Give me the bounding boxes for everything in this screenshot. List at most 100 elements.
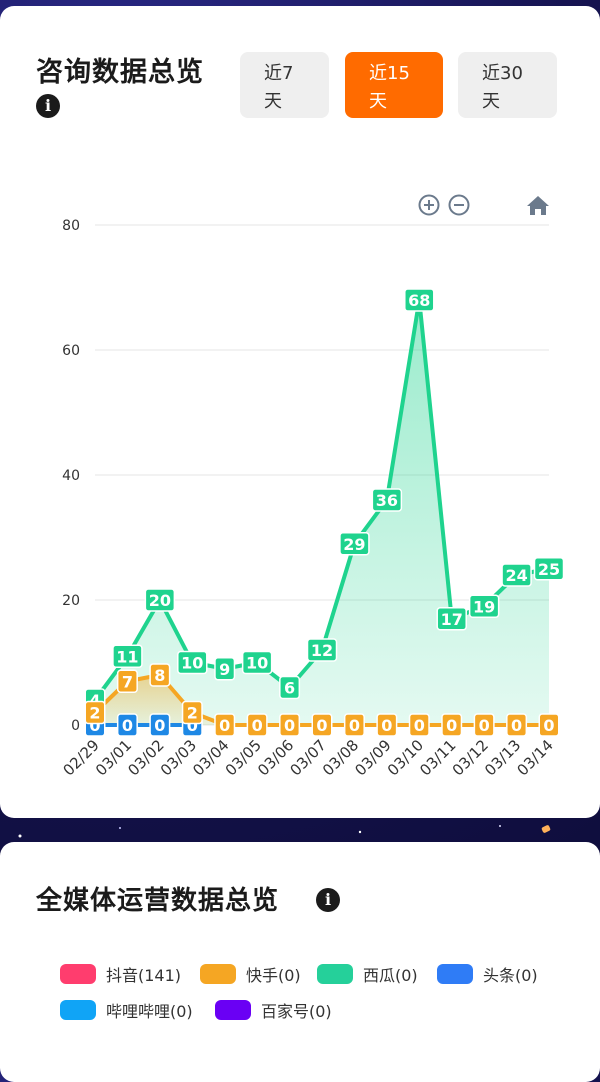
svg-text:0: 0: [219, 716, 230, 735]
zoom-in-icon[interactable]: [418, 194, 440, 216]
data-label-xigua: 10: [241, 650, 273, 675]
x-tick-label: 03/03: [157, 736, 200, 779]
data-label-kuaishou: 0: [506, 713, 528, 737]
x-tick-label: 03/12: [449, 736, 492, 779]
svg-text:4: 4: [89, 691, 100, 710]
svg-text:0: 0: [511, 716, 522, 735]
legend-swatch: [317, 964, 353, 984]
data-label-xigua: 9: [214, 657, 236, 681]
y-tick-label: 60: [62, 343, 80, 359]
svg-text:36: 36: [376, 491, 398, 510]
svg-text:19: 19: [473, 597, 495, 616]
data-label-kuaishou: 0: [311, 713, 333, 737]
svg-text:0: 0: [122, 716, 133, 735]
data-label-xigua: 20: [144, 588, 176, 612]
x-tick-label: 03/13: [481, 736, 524, 779]
svg-text:0: 0: [252, 716, 263, 735]
y-tick-label: 20: [62, 593, 80, 609]
data-label-xigua: 25: [533, 557, 565, 581]
legend-swatch: [200, 964, 236, 984]
data-label-kuaishou: 0: [376, 713, 398, 737]
data-label-kuaishou: 0: [214, 713, 236, 737]
range-30-days-button[interactable]: 近30 天: [458, 52, 557, 118]
svg-text:6: 6: [284, 679, 295, 698]
legend-swatch: [60, 964, 96, 984]
info-icon[interactable]: i: [316, 888, 340, 912]
media-title: 全媒体运营数据总览: [36, 886, 280, 916]
x-tick-label: 02/29: [60, 736, 103, 779]
svg-text:0: 0: [187, 716, 198, 735]
svg-text:29: 29: [343, 535, 365, 554]
data-label-kuaishou: 0: [441, 713, 463, 737]
legend-label: 西瓜(0): [363, 966, 418, 985]
x-tick-label: 03/07: [287, 736, 330, 779]
data-label-xigua: 36: [371, 488, 403, 512]
svg-text:68: 68: [408, 291, 430, 310]
range-7-days-button[interactable]: 近7 天: [240, 52, 329, 118]
data-label-kuaishou: 2: [181, 700, 203, 725]
data-label-xigua: 17: [436, 607, 467, 631]
svg-text:9: 9: [219, 660, 230, 679]
legend-label: 哔哩哔哩(0): [106, 1002, 193, 1021]
legend-item[interactable]: 快手(0): [200, 962, 301, 986]
data-label-xigua: 10: [177, 650, 208, 675]
data-label-toutiao: 0: [149, 713, 171, 737]
x-tick-label: 03/11: [416, 736, 459, 779]
range-15-days-button[interactable]: 近15 天: [345, 52, 443, 118]
home-icon[interactable]: [527, 196, 549, 215]
media-overview-card: 全媒体运营数据总览 i 抖音(141) 快手(0) 西瓜(0) 头条(0) 哔哩哔哩(0…: [0, 842, 600, 1082]
x-axis: 02/2903/0103/0203/0303/0403/0503/0603/07…: [60, 736, 557, 779]
legend-swatch: [215, 1000, 251, 1020]
svg-text:2: 2: [187, 704, 198, 723]
legend-item[interactable]: 头条(0): [437, 962, 538, 986]
data-label-xigua: 11: [112, 644, 143, 668]
legend-label: 百家号(0): [261, 1002, 332, 1021]
data-label-xigua: 24: [501, 563, 532, 587]
data-label-kuaishou: 0: [408, 713, 430, 737]
data-label-kuaishou: 0: [246, 713, 268, 737]
svg-text:0: 0: [381, 716, 392, 735]
consult-title: 咨询数据总览: [36, 57, 204, 88]
svg-text:0: 0: [446, 716, 457, 735]
x-tick-label: 03/01: [92, 736, 135, 779]
x-tick-label: 03/04: [189, 736, 232, 779]
legend-item[interactable]: 百家号(0): [215, 998, 332, 1022]
svg-text:0: 0: [284, 716, 295, 735]
x-tick-label: 03/02: [124, 736, 167, 779]
x-tick-label: 03/08: [319, 736, 362, 779]
data-label-xigua: 29: [339, 532, 370, 556]
svg-text:10: 10: [181, 654, 203, 673]
legend-item[interactable]: 哔哩哔哩(0): [60, 998, 193, 1022]
svg-text:2: 2: [89, 704, 100, 723]
svg-text:8: 8: [154, 666, 165, 685]
info-icon[interactable]: i: [36, 94, 60, 118]
legend-item[interactable]: 抖音(141): [60, 962, 181, 986]
x-tick-label: 03/14: [514, 736, 557, 779]
data-label-kuaishou: 0: [473, 713, 495, 737]
x-tick-label: 03/05: [222, 736, 265, 779]
consult-overview-card: 咨询数据总览 i 近7 天 近15 天 近30 天 0 20 4: [0, 6, 600, 818]
data-label-xigua: 12: [306, 638, 338, 662]
data-label-xigua: 6: [279, 675, 301, 700]
svg-text:11: 11: [116, 647, 138, 666]
data-label-kuaishou: 7: [116, 669, 138, 693]
y-tick-label: 80: [62, 218, 80, 234]
data-label-xigua: 68: [404, 288, 435, 312]
y-tick-label: 0: [71, 718, 80, 734]
svg-text:0: 0: [479, 716, 490, 735]
svg-text:12: 12: [311, 641, 333, 660]
x-tick-label: 03/10: [384, 736, 427, 779]
x-tick-label: 03/09: [351, 736, 394, 779]
y-axis: 0 20 40 60 80: [62, 218, 80, 734]
data-label-xigua: 19: [468, 594, 500, 618]
series-area-xigua: [95, 300, 549, 725]
svg-text:17: 17: [441, 610, 463, 629]
legend-swatch: [437, 964, 473, 984]
legend-item[interactable]: 西瓜(0): [317, 962, 418, 986]
svg-text:0: 0: [316, 716, 327, 735]
zoom-out-icon[interactable]: [448, 194, 470, 216]
svg-text:0: 0: [414, 716, 425, 735]
svg-text:20: 20: [149, 591, 171, 610]
legend-swatch: [60, 1000, 96, 1020]
